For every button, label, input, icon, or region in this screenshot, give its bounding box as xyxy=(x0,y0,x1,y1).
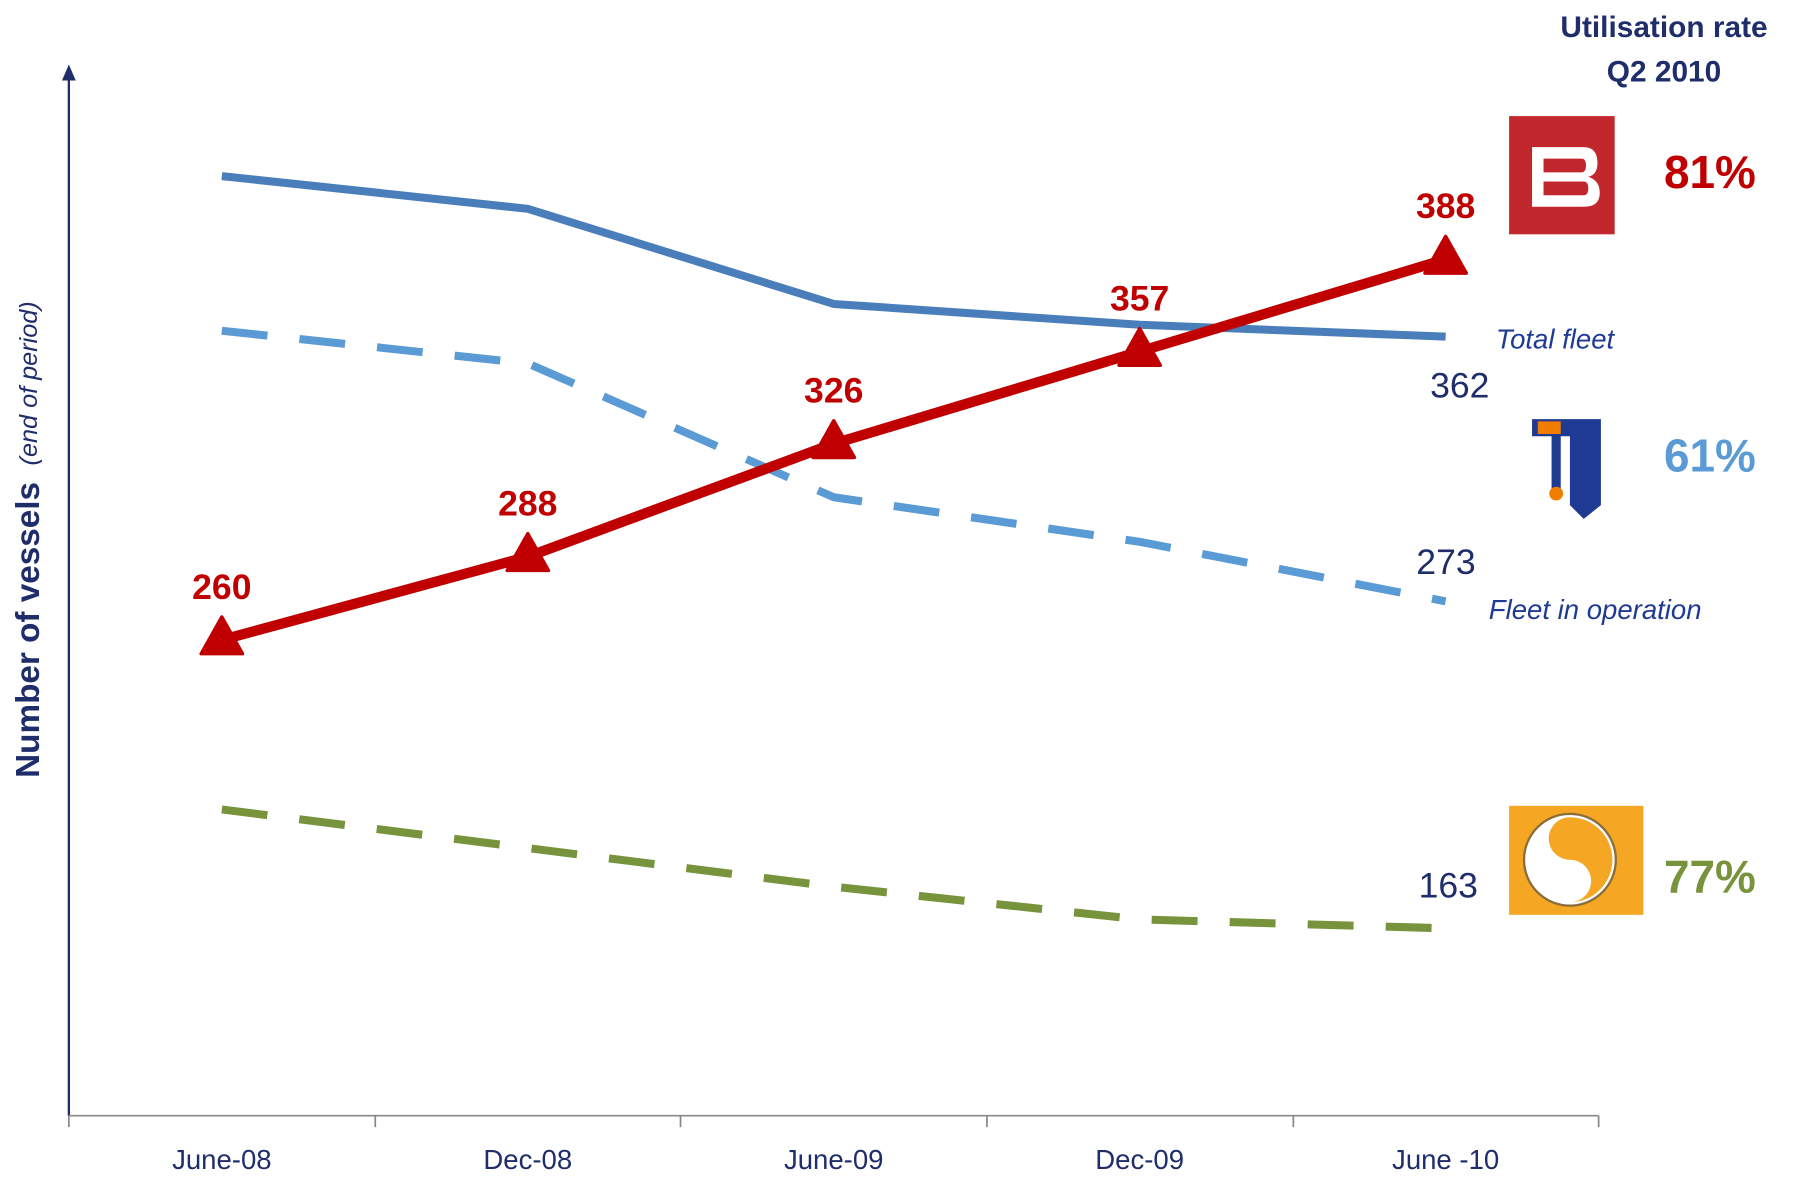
data-label: 357 xyxy=(1110,278,1169,318)
data-label: 288 xyxy=(498,484,557,524)
y-axis-label: Number of vessels (end of period) xyxy=(10,301,47,778)
utilisation-label: 61% xyxy=(1664,429,1756,481)
line-series xyxy=(221,172,1446,341)
x-tick-label: June -10 xyxy=(1392,1144,1499,1175)
series-name: Total fleet xyxy=(1496,323,1616,354)
triangle-marker xyxy=(1117,326,1163,368)
logo-t xyxy=(1532,419,1601,519)
logo-s xyxy=(1509,805,1644,915)
x-axis-ticks xyxy=(67,1115,1600,1128)
utilisation-label: 77% xyxy=(1664,851,1756,903)
end-label: 273 xyxy=(1416,542,1475,582)
y-axis-title: Number of vessels xyxy=(10,482,47,778)
line-series xyxy=(221,805,1446,933)
data-label: 260 xyxy=(192,567,251,607)
utilisation-title: Utilisation rate xyxy=(1560,11,1767,44)
logo-b xyxy=(1509,116,1615,235)
x-tick-label: Dec-09 xyxy=(1095,1144,1184,1175)
y-axis-note: (end of period) xyxy=(15,301,43,465)
triangle-marker xyxy=(505,532,551,573)
x-tick-label: June-08 xyxy=(172,1144,272,1175)
data-label: 326 xyxy=(804,371,863,411)
triangle-marker xyxy=(199,615,245,656)
end-label: 163 xyxy=(1419,866,1478,906)
series-name: Fleet in operation xyxy=(1489,594,1702,625)
line-series xyxy=(221,326,1447,606)
triangle-marker xyxy=(1423,234,1469,275)
y-axis-arrow xyxy=(61,64,76,81)
data-label: 388 xyxy=(1416,186,1475,226)
x-tick-label: Dec-08 xyxy=(483,1144,572,1175)
triangle-marker xyxy=(811,419,857,460)
x-tick-label: June-09 xyxy=(784,1144,884,1175)
utilisation-label: 81% xyxy=(1664,146,1756,198)
utilisation-title: Q2 2010 xyxy=(1607,56,1721,89)
end-label: 362 xyxy=(1430,366,1489,406)
